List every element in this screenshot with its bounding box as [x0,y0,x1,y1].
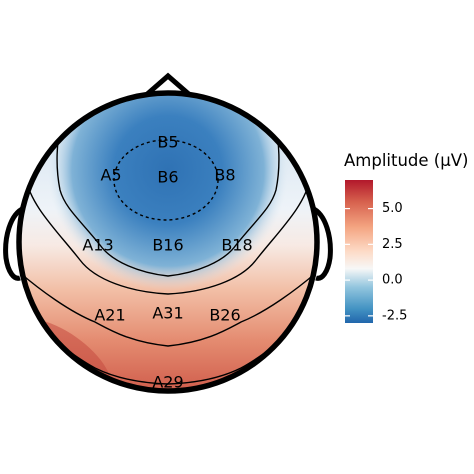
contour-line [56,114,280,277]
electrode-b18: B18 [221,236,252,255]
colorbar-tick-label: 0.0 [382,273,403,288]
contour-line [25,177,311,295]
electrode-b26: B26 [209,306,240,325]
colorbar [345,180,373,323]
left-ear [3,205,26,281]
colorbar-tick-label: -2.5 [382,308,407,323]
electrode-a31: A31 [152,304,183,323]
contour-negative [113,139,219,221]
electrode-a29: A29 [152,373,183,392]
right-ear [310,205,333,281]
electrode-b16: B16 [152,236,183,255]
electrode-labels: B5 A5 B6 B8 A13 B16 B18 A21 A31 B26 A29 [82,133,252,392]
electrode-b5: B5 [157,133,178,152]
electrode-a13: A13 [82,236,113,255]
contour-line [19,271,317,347]
colorbar-tick-label: 2.5 [382,237,403,252]
colorbar-tick-label: 5.0 [382,201,403,216]
electrode-b6: B6 [157,168,178,187]
legend: Amplitude (µV) 5.0 2.5 0.0 -2.5 [344,151,468,323]
legend-title: Amplitude (µV) [344,151,468,170]
nose [143,72,193,98]
electrode-a5: A5 [100,166,121,185]
electrode-a21: A21 [94,306,125,325]
head-outline [16,90,320,394]
electrode-b8: B8 [214,166,235,185]
colorbar-ticks: 5.0 2.5 0.0 -2.5 [345,201,407,323]
